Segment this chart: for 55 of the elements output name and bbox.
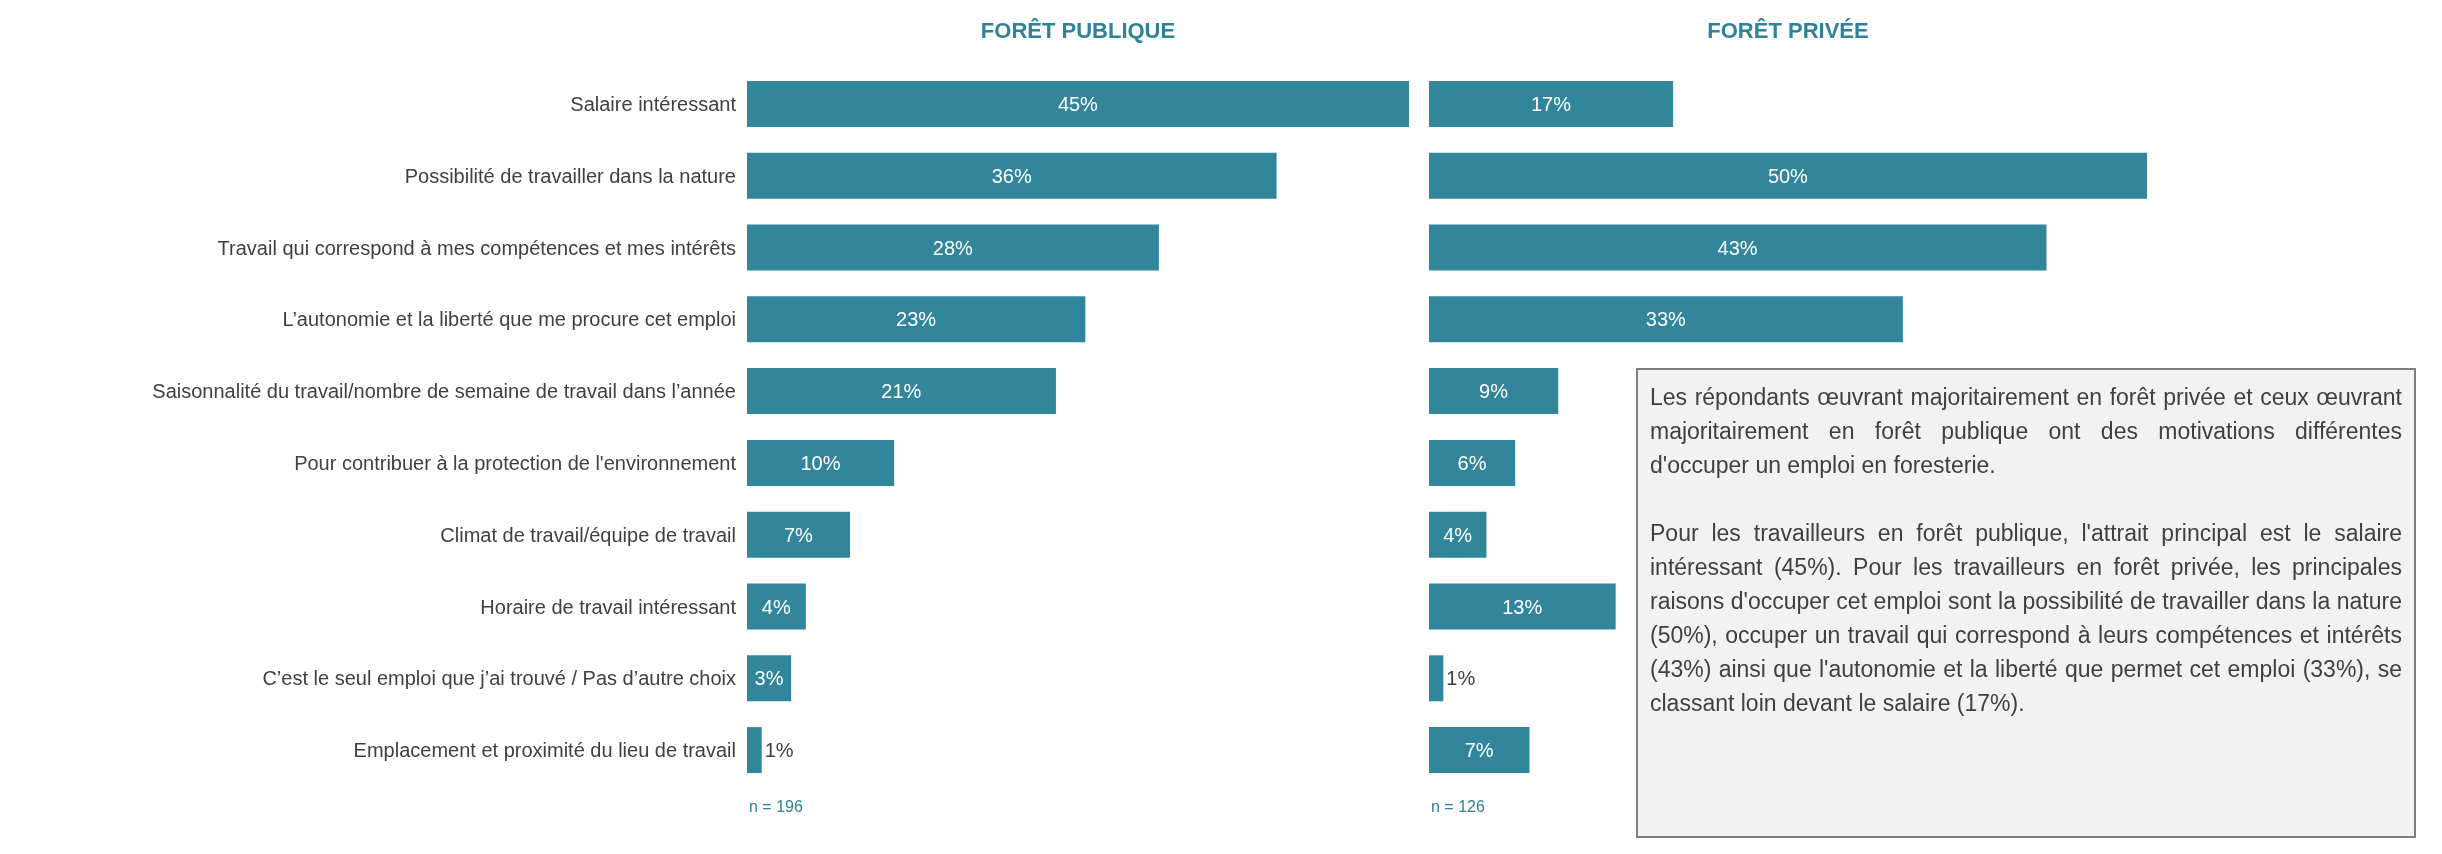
data-label: 4%: [1443, 523, 1473, 546]
bar: [1429, 224, 2047, 271]
data-label: 33%: [1645, 308, 1687, 331]
chart-title: FORÊT PRIVÉE: [1707, 17, 1869, 43]
annotation: Les répondants œuvrant majoritairement en forêt privée et ceux œuvrant majoritairement en forêt publique ont des motivations différentes d'occuper un emploi en foresterie.: [1650, 383, 2402, 480]
bar: [747, 368, 1056, 415]
bar: [747, 727, 762, 774]
bar: [747, 583, 806, 630]
bar: [1429, 511, 1487, 558]
y-tick-label: Horaire de travail intéressant: [480, 595, 737, 618]
y-tick-label: Pour contribuer à la protection de l'environnement: [294, 451, 737, 474]
data-label: 23%: [896, 308, 937, 331]
bar: [747, 511, 850, 558]
data-label: 28%: [932, 236, 974, 259]
data-label: 6%: [1457, 451, 1487, 474]
bar: [747, 152, 1277, 199]
data-label: 21%: [881, 380, 922, 403]
data-label: 4%: [761, 595, 791, 618]
chart-title: FORÊT PUBLIQUE: [980, 17, 1176, 43]
y-tick-label: Salaire intéressant: [570, 92, 737, 115]
y-tick-label: Climat de travail/équipe de travail: [440, 523, 736, 546]
y-tick-label: Emplacement et proximité du lieu de travail: [353, 739, 736, 762]
data-label: 45%: [1057, 92, 1099, 115]
data-label: 43%: [1717, 236, 1758, 259]
data-label: 50%: [1767, 164, 1809, 187]
y-tick-label: Possibilité de travailler dans la nature: [404, 164, 736, 187]
bar: [747, 224, 1159, 271]
y-tick-label: Travail qui correspond à mes compétences et mes intérêts: [217, 236, 736, 259]
bar: [747, 80, 1409, 127]
data-label: 7%: [1464, 739, 1494, 762]
y-tick-label: L’autonomie et la liberté que me procure cet emploi: [282, 308, 736, 331]
data-label: 10%: [800, 451, 841, 474]
bar: [747, 439, 895, 486]
bar: [1429, 727, 1530, 774]
annotation: Pour les travailleurs en forêt publique, l'attrait principal est le salaire intéressant (45%). Pour les travailleurs en forêt privée, les principales raisons d'occuper cet emploi sont la possibilité de travailler dans la nature (50%), occuper un travail qui correspond à leurs compétences et intérêts (43%) ainsi que l'autonomie et la liberté que permet cet emploi (33%), se classant loin devant le salaire (17%).: [1650, 519, 2402, 718]
data-label: 36%: [991, 164, 1032, 187]
data-label: 3%: [754, 667, 784, 690]
data-label: 13%: [1502, 595, 1543, 618]
bar: [1429, 296, 1903, 343]
text: n = 126: [1431, 798, 1485, 815]
bar: [1429, 152, 2147, 199]
data-label: 1%: [1446, 667, 1476, 690]
data-label: 9%: [1479, 380, 1509, 403]
bar: [747, 296, 1086, 343]
bar: [1429, 368, 1559, 415]
bar: [1429, 655, 1444, 702]
bar: [1429, 439, 1516, 486]
data-label: 1%: [764, 739, 794, 762]
text: n = 196: [749, 798, 803, 815]
bar: [1429, 80, 1674, 127]
data-label: 17%: [1530, 92, 1572, 115]
y-tick-label: C’est le seul emploi que j’ai trouvé / Pas d’autre choix: [262, 667, 736, 690]
bar: [1429, 583, 1616, 630]
y-tick-label: Saisonnalité du travail/nombre de semaine de travail dans l’année: [152, 380, 736, 403]
data-label: 7%: [783, 523, 814, 546]
